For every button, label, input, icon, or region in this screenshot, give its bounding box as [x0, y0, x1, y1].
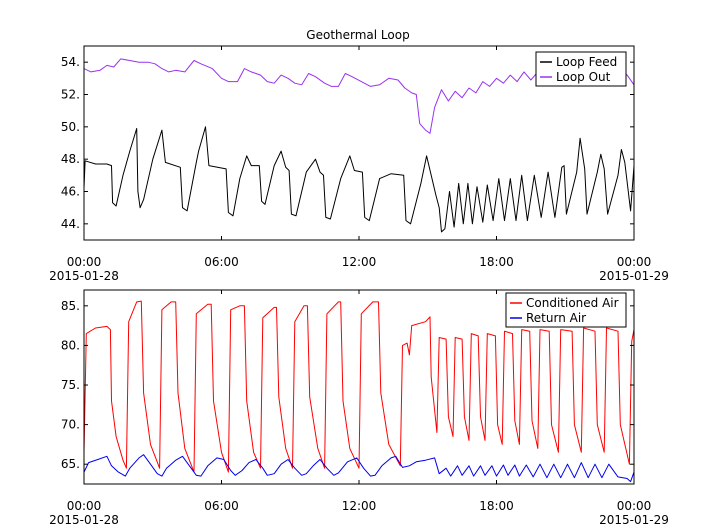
x-tick-date-label: 2015-01-28 — [49, 269, 119, 283]
x-tick-label: 06:00 — [204, 255, 239, 269]
y-tick-label: 44. — [61, 217, 80, 231]
x-tick-date-label: 2015-01-28 — [49, 513, 119, 527]
legend-box — [535, 51, 627, 87]
legend-label: Loop Out — [556, 70, 611, 84]
series-lines — [83, 300, 635, 483]
x-tick-label: 00:00 — [67, 255, 102, 269]
x-tick-label: 00:00 — [617, 255, 652, 269]
legend-label: Return Air — [526, 311, 586, 325]
legend-label: Loop Feed — [556, 55, 617, 69]
y-tick-label: 85. — [61, 299, 80, 313]
x-tick-label: 06:00 — [204, 499, 239, 513]
x-tick-date-label: 2015-01-29 — [599, 513, 669, 527]
chart-title: Geothermal Loop — [306, 28, 409, 42]
x-tick-label: 12:00 — [342, 255, 377, 269]
y-tick-label: 75. — [61, 378, 80, 392]
y-tick-label: 65. — [61, 457, 80, 471]
y-tick-label: 80. — [61, 338, 80, 352]
series-line-conditioned-air — [83, 300, 635, 473]
y-tick-label: 70. — [61, 418, 80, 432]
series-line-loop-feed — [83, 126, 635, 233]
y-tick-label: 48. — [61, 152, 80, 166]
series-line-return-air — [83, 454, 635, 483]
y-tick-label: 50. — [61, 120, 80, 134]
legend-box — [505, 292, 627, 328]
x-tick-label: 18:00 — [479, 255, 514, 269]
x-tick-label: 00:00 — [67, 499, 102, 513]
y-tick-label: 46. — [61, 185, 80, 199]
y-tick-label: 52. — [61, 88, 80, 102]
x-tick-date-label: 2015-01-29 — [599, 269, 669, 283]
x-tick-label: 18:00 — [479, 499, 514, 513]
legend-label: Conditioned Air — [526, 296, 619, 310]
x-tick-label: 00:00 — [617, 499, 652, 513]
x-tick-label: 12:00 — [342, 499, 377, 513]
y-tick-label: 54. — [61, 55, 80, 69]
